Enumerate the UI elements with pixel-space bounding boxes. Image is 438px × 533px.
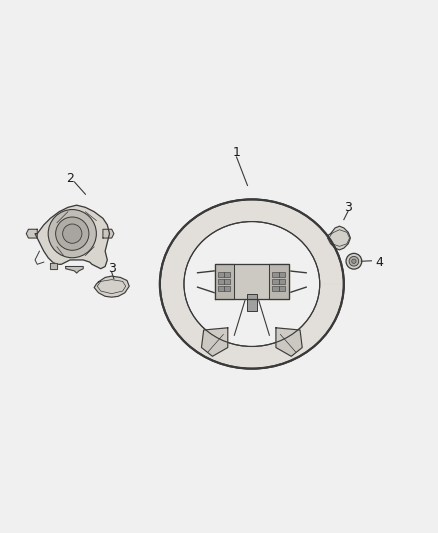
Polygon shape (160, 199, 344, 369)
Circle shape (352, 259, 356, 263)
Circle shape (48, 209, 96, 258)
Text: 3: 3 (108, 262, 116, 275)
Polygon shape (35, 205, 110, 269)
Text: 2: 2 (66, 172, 74, 185)
Polygon shape (215, 264, 234, 300)
Bar (218, 272, 224, 277)
Bar (247, 294, 257, 311)
Bar (224, 279, 230, 284)
Circle shape (56, 217, 89, 251)
Bar (279, 272, 285, 277)
Circle shape (349, 256, 359, 266)
Polygon shape (50, 263, 57, 269)
Polygon shape (26, 229, 37, 238)
Bar (279, 286, 285, 292)
Text: 4: 4 (375, 256, 383, 269)
Bar (218, 279, 224, 284)
Polygon shape (201, 328, 228, 356)
Polygon shape (94, 276, 129, 297)
Bar (272, 272, 279, 277)
Bar (272, 279, 279, 284)
Circle shape (63, 224, 82, 243)
Polygon shape (66, 266, 83, 273)
Bar (218, 286, 224, 292)
Bar (224, 286, 230, 292)
Bar (272, 286, 279, 292)
Text: 3: 3 (344, 201, 352, 214)
Bar (279, 279, 285, 284)
Polygon shape (215, 264, 289, 300)
Text: 1: 1 (233, 146, 240, 159)
Polygon shape (103, 229, 114, 238)
Polygon shape (328, 226, 350, 250)
Bar (224, 272, 230, 277)
Polygon shape (276, 328, 302, 356)
Polygon shape (269, 264, 289, 300)
Circle shape (346, 253, 362, 269)
